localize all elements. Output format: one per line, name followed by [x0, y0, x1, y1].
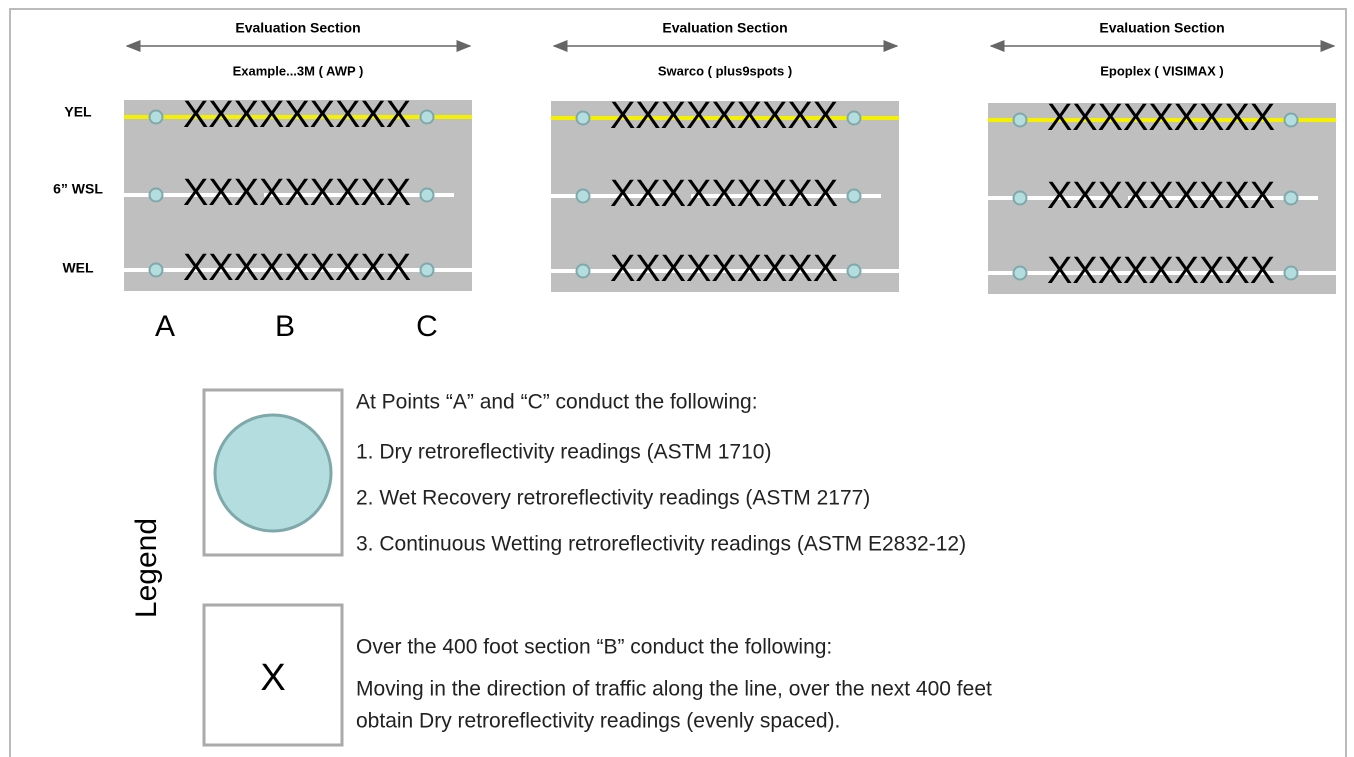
reading-point [846, 110, 862, 126]
reading-point [575, 188, 591, 204]
reading-point [846, 188, 862, 204]
cross-marks: XXXXXXXXX [610, 248, 838, 290]
cross-marks: XXXXXXXXX [1047, 250, 1275, 292]
reading-point [1012, 112, 1028, 128]
panel-title: Evaluation Section [235, 20, 360, 36]
panel-subtitle: Epoplex ( VISIMAX ) [1100, 63, 1224, 78]
cross-marks: XXXXXXXXX [1047, 97, 1275, 139]
point-label: A [155, 310, 175, 343]
reading-point [1012, 265, 1028, 281]
reading-point [419, 187, 435, 203]
legend-line: obtain Dry retroreflectivity readings (e… [356, 710, 840, 733]
reading-point [1012, 190, 1028, 206]
reading-point [148, 187, 164, 203]
row-label: YEL [64, 104, 92, 120]
reading-point [1283, 190, 1299, 206]
panel-subtitle: Example...3M ( AWP ) [233, 63, 364, 78]
reading-point [419, 262, 435, 278]
cross-marks: XXXXXXXXX [183, 172, 411, 214]
legend-heading: At Points “A” and “C” conduct the follow… [356, 391, 758, 414]
legend-box [202, 603, 344, 747]
row-label: WEL [62, 260, 94, 276]
reading-point [148, 262, 164, 278]
reading-point [1283, 112, 1299, 128]
legend-item: 1. Dry retroreflectivity readings (ASTM … [356, 441, 771, 464]
reading-point [575, 263, 591, 279]
legend-symbol: X [260, 657, 285, 699]
legend-item: 2. Wet Recovery retroreflectivity readin… [356, 487, 870, 510]
panel-subtitle: Swarco ( plus9spots ) [658, 63, 792, 78]
frame [9, 8, 1347, 757]
legend-title: Legend [130, 518, 163, 618]
cross-marks: XXXXXXXXX [610, 173, 838, 215]
row-label: 6” WSL [53, 181, 103, 197]
reading-point [575, 110, 591, 126]
legend-line: Moving in the direction of traffic along… [356, 678, 992, 701]
cross-marks: XXXXXXXXX [1047, 175, 1275, 217]
cross-marks: XXXXXXXXX [183, 247, 411, 289]
reading-point [419, 109, 435, 125]
legend-heading: Over the 400 foot section “B” conduct th… [356, 636, 832, 659]
point-label: B [275, 310, 295, 343]
legend-circle [213, 413, 333, 533]
legend-item: 3. Continuous Wetting retroreflectivity … [356, 533, 966, 556]
point-label: C [416, 310, 438, 343]
cross-marks: XXXXXXXXX [183, 94, 411, 136]
reading-point [1283, 265, 1299, 281]
reading-point [846, 263, 862, 279]
panel-title: Evaluation Section [662, 20, 787, 36]
reading-point [148, 109, 164, 125]
panel-title: Evaluation Section [1099, 20, 1224, 36]
cross-marks: XXXXXXXXX [610, 95, 838, 137]
